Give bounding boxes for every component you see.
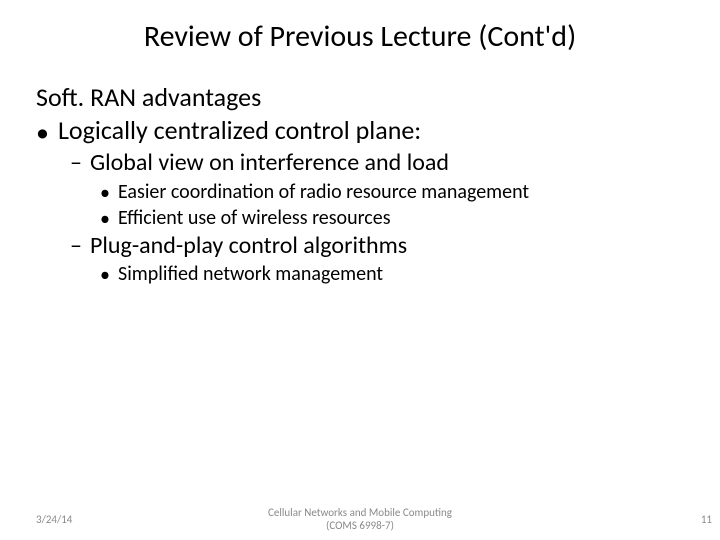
bullet-text: Global view on interference and load <box>90 149 449 177</box>
bullet-level1: • Logically centralized control plane: <box>36 115 686 148</box>
footer-center-line1: Cellular Networks and Mobile Computing <box>0 506 720 519</box>
bullet-text: Simplified network management <box>118 262 383 287</box>
bullet-level3: • Simplified network management <box>100 262 686 287</box>
slide-body: Soft. RAN advantages • Logically central… <box>36 82 686 288</box>
bullet-level3: • Efficient use of wireless resources <box>100 206 686 231</box>
bullet-level2: – Plug-and-play control algorithms <box>70 232 686 260</box>
bullet-text: Plug-and-play control algorithms <box>90 232 407 260</box>
footer-page-number: 11 <box>701 513 712 526</box>
slide: Review of Previous Lecture (Cont'd) Soft… <box>0 0 720 540</box>
bullet-text: Logically centralized control plane: <box>58 115 421 148</box>
dash-icon: – <box>70 149 90 177</box>
footer-center: Cellular Networks and Mobile Computing (… <box>0 506 720 532</box>
footer-center-line2: (COMS 6998-7) <box>0 519 720 532</box>
slide-title: Review of Previous Lecture (Cont'd) <box>0 18 720 55</box>
bullet-level2: – Global view on interference and load <box>70 149 686 177</box>
bullet-icon: • <box>100 180 118 205</box>
bullet-icon: • <box>100 206 118 231</box>
bullet-text: Efficient use of wireless resources <box>118 206 391 231</box>
bullet-level3: • Easier coordination of radio resource … <box>100 180 686 205</box>
intro-text: Soft. RAN advantages <box>36 82 686 113</box>
bullet-text: Easier coordination of radio resource ma… <box>118 180 529 205</box>
bullet-icon: • <box>100 262 118 287</box>
bullet-icon: • <box>36 115 58 148</box>
dash-icon: – <box>70 232 90 260</box>
